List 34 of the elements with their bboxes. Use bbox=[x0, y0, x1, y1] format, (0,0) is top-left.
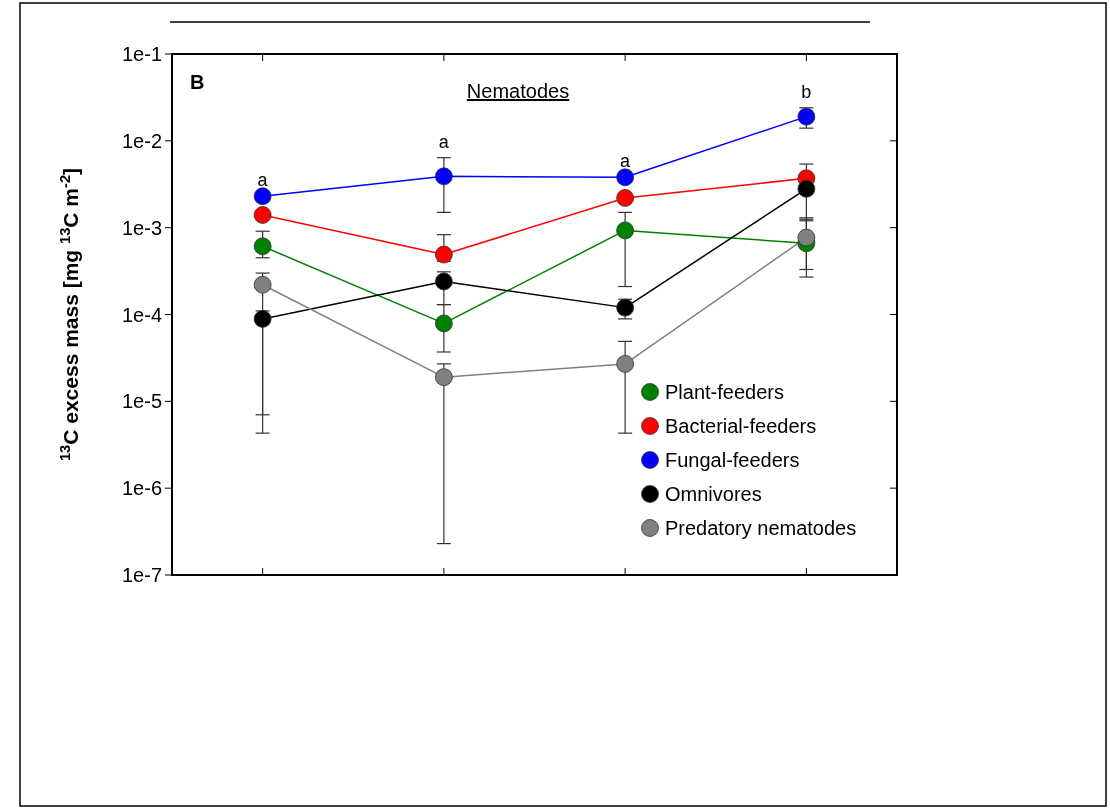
legend-label: Bacterial-feeders bbox=[665, 415, 817, 437]
y-tick-label: 1e-3 bbox=[121, 216, 162, 239]
annotation: a bbox=[438, 131, 450, 152]
point bbox=[616, 221, 635, 240]
point bbox=[253, 275, 272, 294]
legend-label: Predatory nematodes bbox=[665, 517, 857, 539]
point bbox=[797, 179, 816, 198]
point bbox=[253, 187, 272, 206]
y-tick-label: 1e-5 bbox=[121, 390, 162, 413]
point bbox=[434, 314, 453, 333]
point bbox=[253, 206, 272, 224]
y-tick-label: 1e-4 bbox=[121, 303, 162, 326]
y-tick-label: 1e-1 bbox=[121, 43, 162, 65]
point bbox=[434, 272, 453, 291]
point bbox=[434, 368, 453, 387]
point bbox=[434, 245, 453, 264]
legend-label: Omnivores bbox=[665, 483, 762, 505]
legend-label: Plant-feeders bbox=[665, 381, 784, 403]
point bbox=[253, 310, 272, 328]
annotation: b bbox=[801, 81, 812, 102]
point bbox=[616, 168, 635, 187]
annotation: B bbox=[190, 71, 205, 93]
annotation: a bbox=[257, 170, 269, 191]
point bbox=[434, 167, 453, 186]
annotation: a bbox=[620, 151, 632, 172]
y-tick-label: 1e-7 bbox=[121, 564, 162, 586]
point bbox=[797, 228, 816, 247]
text: Nematodes bbox=[466, 80, 570, 102]
point bbox=[616, 354, 635, 373]
point bbox=[253, 237, 272, 256]
legend-label: Fungal-feeders bbox=[665, 449, 800, 471]
y-tick-label: 1e-2 bbox=[121, 129, 162, 152]
point bbox=[616, 189, 635, 207]
y-tick-label: 1e-6 bbox=[121, 477, 162, 500]
